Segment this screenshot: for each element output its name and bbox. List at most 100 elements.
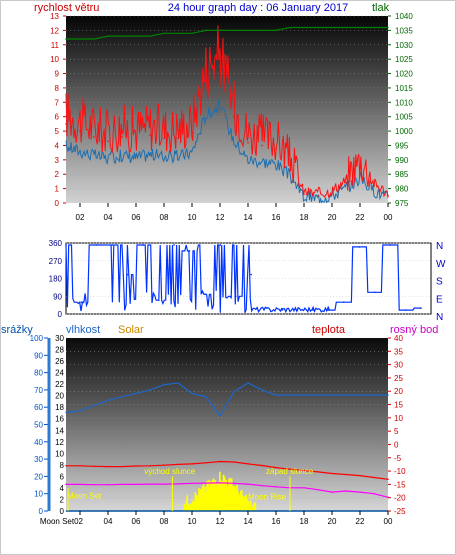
humidity-tick-label: 60	[34, 403, 43, 412]
solar-bar	[246, 499, 248, 511]
dewpoint-point	[233, 482, 235, 485]
solar-bar	[209, 486, 211, 511]
dewpoint-point	[65, 483, 67, 486]
humidity-tick-label: 0	[39, 507, 44, 516]
x-tick-label: 10	[188, 213, 197, 222]
direction-point	[188, 250, 191, 252]
x-tick-label: 06	[132, 213, 141, 222]
pressure-point	[289, 26, 291, 29]
chart-title: 24 hour graph day : 06 January 2017	[168, 2, 348, 14]
temp-tick-label: -25	[394, 507, 406, 516]
pressure-line	[66, 26, 388, 40]
direction-point	[173, 244, 175, 246]
solar-bar	[188, 505, 190, 511]
solar-bar	[221, 481, 224, 511]
pressure-tick-label: 995	[395, 141, 409, 150]
solar-bar	[218, 482, 220, 511]
pressure-point	[205, 29, 207, 32]
solar-bar	[250, 509, 253, 511]
wind-axis-label: rychlost větru	[34, 2, 99, 14]
direction-point	[343, 301, 345, 303]
pressure-tick-label: 1030	[395, 41, 413, 50]
wind-point	[303, 193, 305, 196]
wind-point	[261, 144, 263, 147]
wind-point	[107, 140, 109, 142]
solar-bar	[205, 491, 208, 511]
pressure-point	[261, 29, 263, 32]
solar-bar	[234, 491, 237, 511]
rain-tick-label: 10	[55, 449, 64, 458]
temperature-line	[66, 460, 389, 480]
temp-tick-label: 40	[394, 334, 403, 343]
wind-point	[93, 136, 95, 138]
solar-bar	[189, 504, 192, 511]
humidity-point	[177, 382, 179, 384]
solar-bar	[254, 501, 257, 511]
solar-bar	[227, 485, 229, 511]
humidity-point	[163, 384, 165, 386]
direction-point	[281, 309, 283, 311]
pressure-point	[163, 32, 165, 35]
solar-bar	[248, 500, 250, 511]
solar-bar	[199, 491, 201, 511]
dewpoint-point	[79, 483, 81, 486]
solar-bar	[210, 482, 213, 511]
solar-bar	[231, 485, 234, 511]
temp-tick-label: 10	[394, 414, 403, 423]
pressure-point	[247, 29, 249, 32]
wind-pressure-marks	[65, 25, 389, 204]
temperature-point	[233, 461, 235, 463]
humidity-tick-label: 40	[34, 438, 43, 447]
solar-bar	[198, 488, 200, 511]
direction-point	[327, 309, 330, 311]
solar-bar	[193, 501, 196, 511]
wind-point	[289, 164, 291, 167]
wind-point	[345, 182, 347, 184]
x-tick-label: 04	[104, 213, 113, 222]
solar-axis-label: Solar	[118, 324, 144, 336]
solar-bar	[190, 503, 193, 511]
temperature-point	[121, 465, 123, 468]
dewpoint-point	[345, 490, 347, 492]
solar-bar	[244, 496, 247, 511]
rain-tick-label: 2	[60, 495, 65, 504]
pressure-tick-label: 1000	[395, 127, 413, 136]
humidity-axis-label: vlhkost	[66, 324, 100, 336]
dewpoint-point	[247, 483, 249, 485]
solar-bar	[239, 494, 241, 511]
wind-point	[275, 147, 277, 150]
solar-bar	[238, 497, 240, 511]
humidity-point	[387, 394, 389, 396]
dewpoint-point	[275, 486, 277, 488]
moon-set-label: Moon Set	[67, 491, 102, 500]
solar-bar	[202, 484, 205, 511]
x-tick-label: 14	[244, 517, 253, 526]
solar-bar	[247, 504, 249, 511]
wind-point	[317, 195, 319, 197]
solar-point	[233, 487, 235, 489]
solar-bar	[204, 486, 207, 511]
pressure-point	[345, 26, 347, 29]
compass-letter: S	[436, 277, 443, 288]
pressure-tick-label: 980	[395, 185, 409, 194]
solar-point	[219, 475, 221, 477]
rain-tick-label: 30	[55, 334, 64, 343]
solar-bar	[226, 485, 228, 511]
pressure-tick-label: 985	[395, 170, 409, 179]
solar-bar	[197, 498, 199, 511]
temperature-point	[275, 466, 277, 469]
x-tick-label: 02	[76, 213, 85, 222]
wind-point	[135, 138, 137, 141]
dewpoint-point	[331, 491, 333, 493]
x-tick-label: 22	[356, 517, 365, 526]
humidity-point	[121, 396, 123, 398]
pressure-point	[177, 32, 179, 35]
pressure-point	[65, 38, 67, 40]
direction-point	[389, 244, 391, 246]
x-tick-label: 08	[160, 213, 169, 222]
solar-bar	[220, 481, 223, 511]
pressure-tick-label: 1020	[395, 70, 413, 79]
x-tick-label: 22	[356, 213, 365, 222]
solar-point	[177, 504, 179, 506]
